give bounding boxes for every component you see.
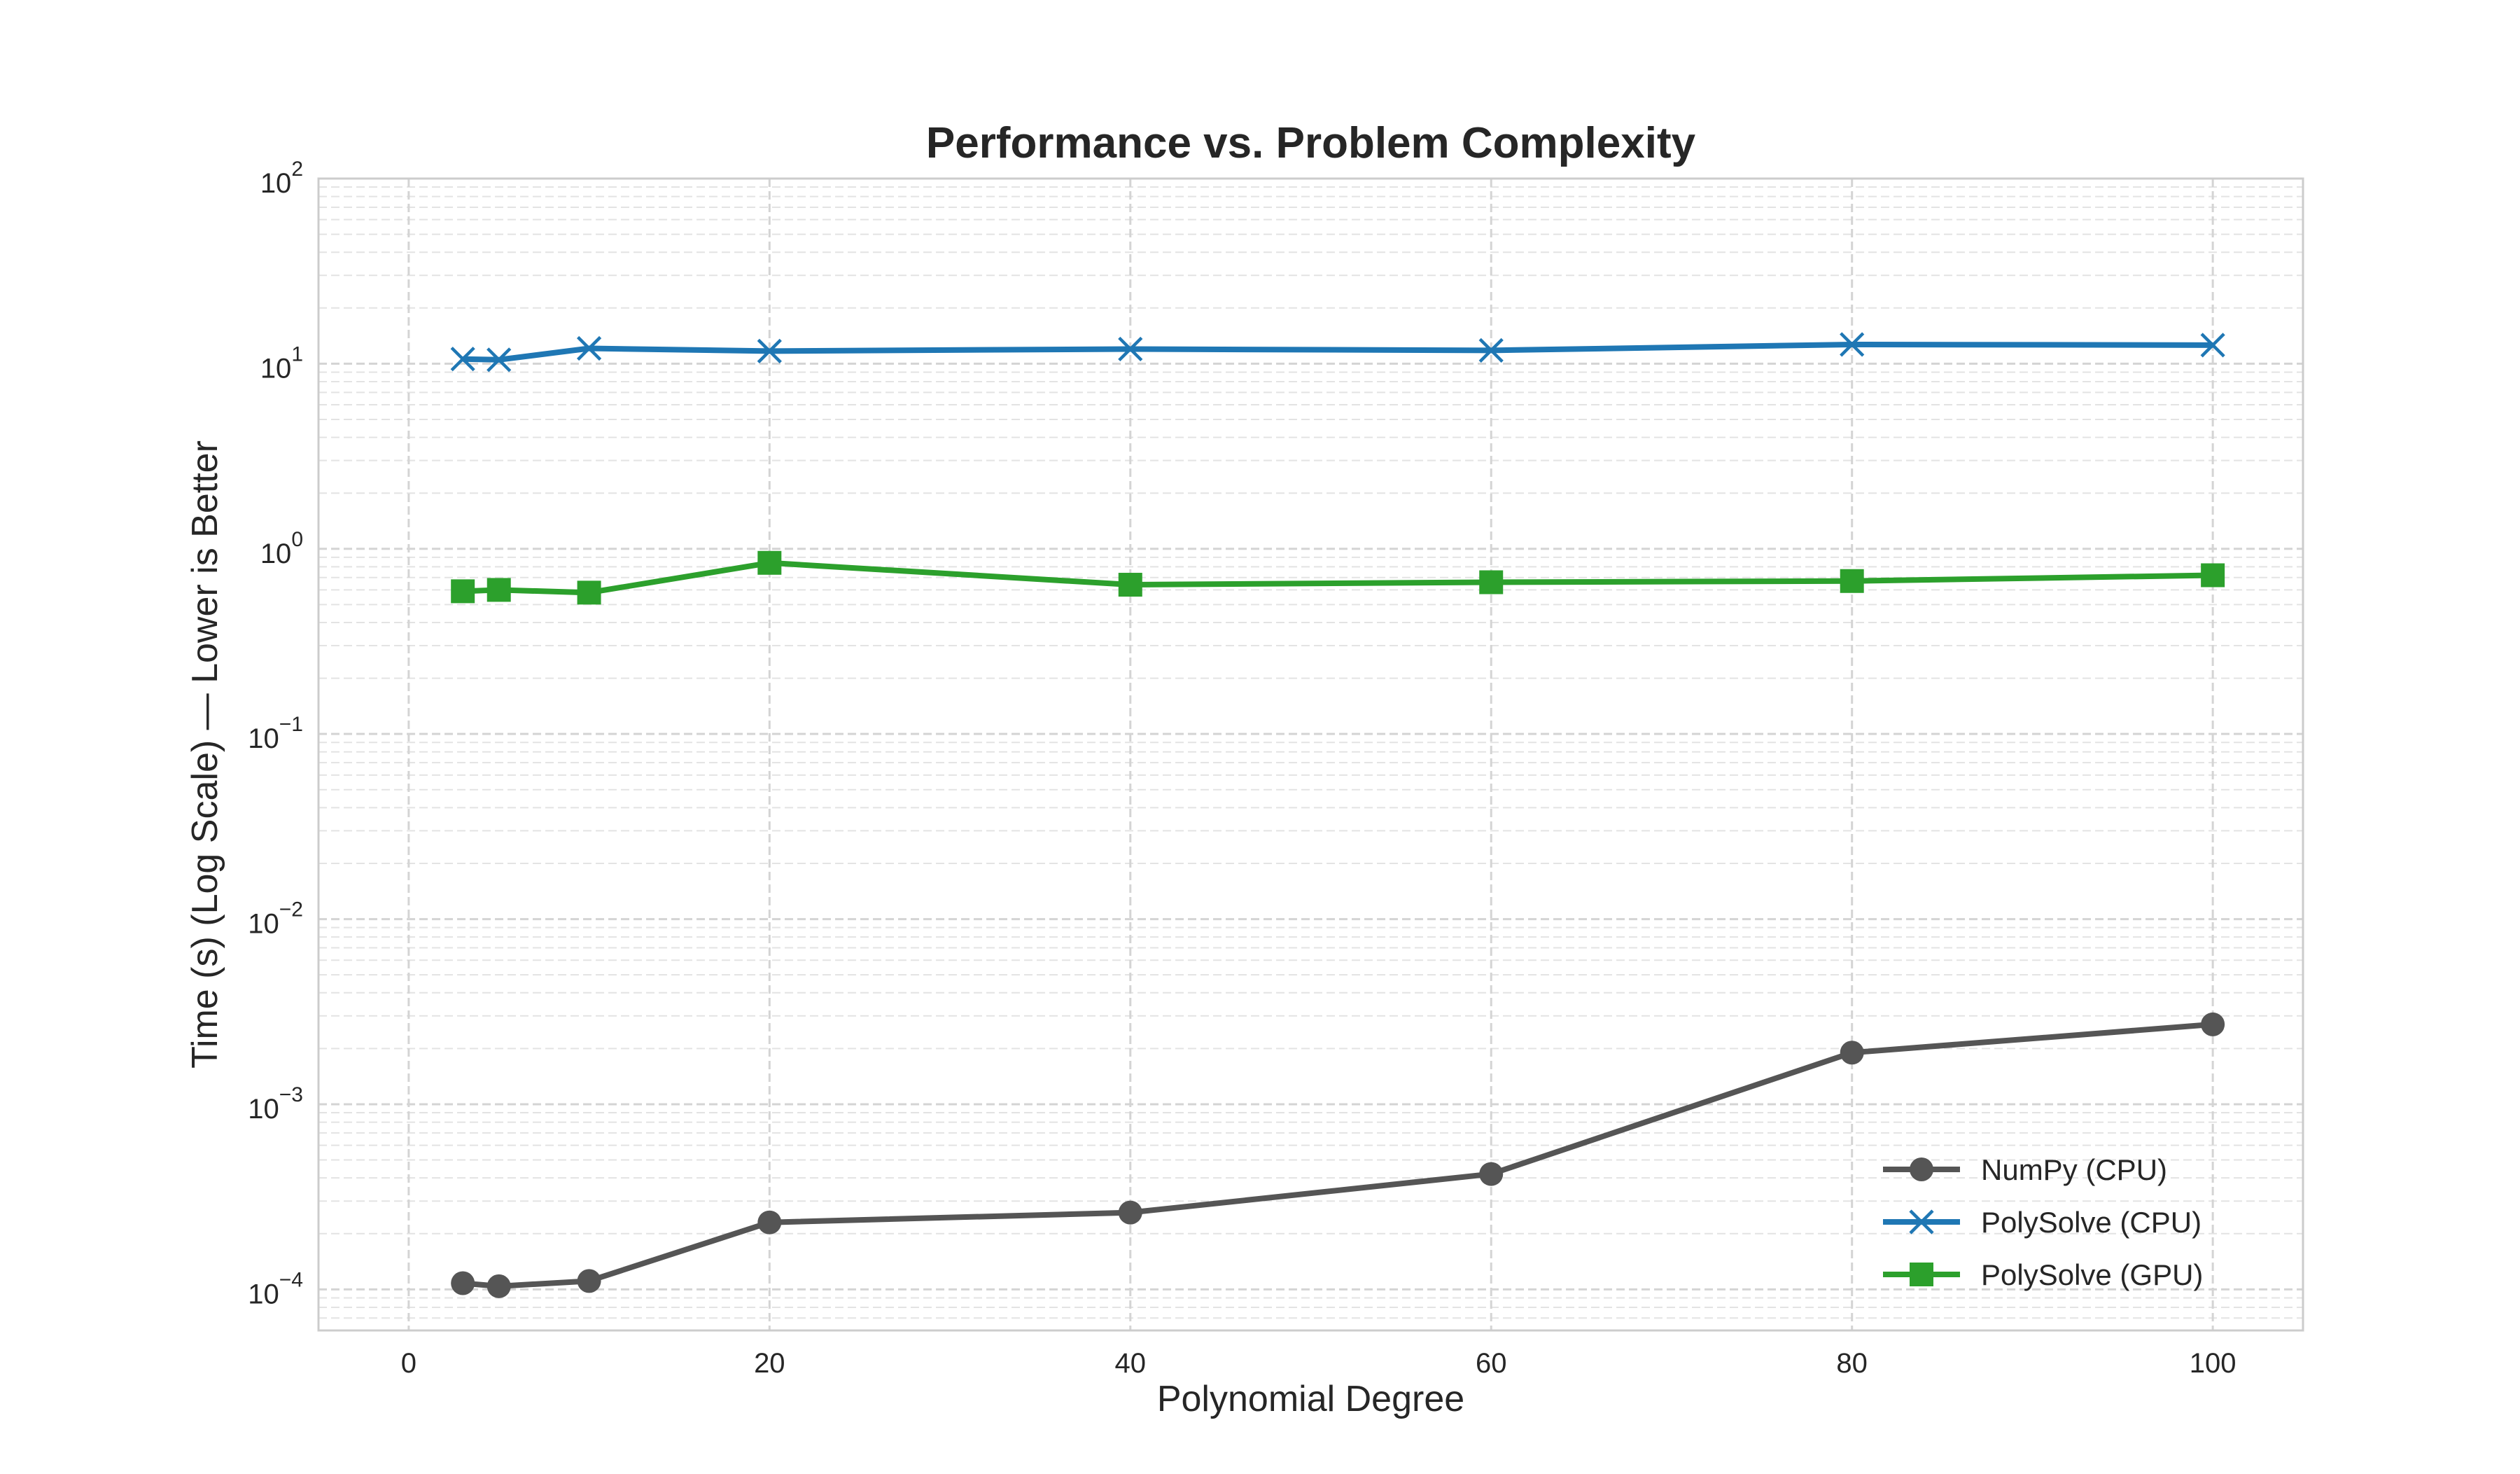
y-tick-label: 10−3 — [248, 1083, 303, 1125]
data-point — [1479, 1162, 1504, 1186]
x-tick-label: 60 — [1476, 1348, 1507, 1379]
data-point — [577, 1269, 601, 1293]
y-tick-exponent: 1 — [291, 342, 303, 366]
data-point — [577, 580, 601, 605]
series-polysolve-cpu — [450, 332, 2225, 373]
legend-label: PolySolve (GPU) — [1981, 1258, 2203, 1291]
legend-label: NumPy (CPU) — [1981, 1153, 2167, 1186]
legend-item: PolySolve (GPU) — [1883, 1258, 2203, 1291]
y-tick-base: 10 — [248, 723, 279, 754]
data-point — [2201, 563, 2225, 587]
x-axis-ticks: 0 20 40 60 80 100 — [401, 1348, 2236, 1379]
data-point — [757, 1210, 782, 1235]
y-tick-base: 10 — [248, 909, 279, 940]
data-point — [486, 347, 512, 373]
legend-item: NumPy (CPU) — [1883, 1153, 2167, 1186]
series — [450, 332, 2225, 1298]
legend-label: PolySolve (CPU) — [1981, 1206, 2202, 1239]
legend-swatch-marker — [1910, 1157, 1933, 1181]
legend: NumPy (CPU) PolySolve (CPU) PolySolve (GPU… — [1883, 1153, 2203, 1291]
legend-swatch-marker — [1909, 1209, 1934, 1235]
y-tick-label: 101 — [260, 342, 303, 384]
data-point — [576, 335, 602, 361]
y-tick-label: 10−2 — [248, 898, 303, 940]
data-point — [757, 550, 782, 575]
x-tick-label: 80 — [1836, 1348, 1868, 1379]
y-tick-base: 10 — [248, 1094, 279, 1125]
legend-item: PolySolve (CPU) — [1883, 1206, 2202, 1239]
y-tick-exponent: −4 — [279, 1268, 303, 1291]
data-point — [1840, 569, 1864, 593]
y-tick-exponent: 2 — [291, 158, 303, 181]
y-tick-exponent: −3 — [279, 1083, 303, 1106]
data-point — [1479, 570, 1504, 595]
legend-swatch-marker — [1910, 1263, 1933, 1286]
series-line — [463, 559, 2213, 596]
data-point — [450, 347, 475, 372]
data-point — [757, 338, 782, 363]
series-line — [463, 341, 2213, 363]
data-point — [1840, 332, 1865, 357]
x-tick-label: 40 — [1115, 1348, 1147, 1379]
data-point — [486, 578, 511, 602]
x-tick-label: 20 — [754, 1348, 785, 1379]
data-point — [2200, 333, 2225, 358]
y-tick-label: 102 — [260, 158, 303, 199]
data-point — [1478, 338, 1504, 363]
data-point — [451, 579, 475, 604]
x-axis-label: Polynomial Degree — [1157, 1379, 1464, 1419]
series-line — [462, 1021, 2213, 1289]
x-tick-label: 100 — [2190, 1348, 2236, 1379]
y-tick-base: 10 — [260, 538, 292, 569]
data-point — [1118, 573, 1142, 597]
x-tick-label: 0 — [401, 1348, 416, 1379]
y-tick-base: 10 — [248, 1279, 279, 1309]
data-point — [451, 1271, 475, 1295]
plot-frame — [317, 177, 2304, 1332]
data-point — [486, 1274, 511, 1298]
y-tick-base: 10 — [260, 353, 292, 384]
y-tick-exponent: −2 — [279, 898, 303, 922]
data-point — [1840, 1041, 1864, 1065]
y-tick-exponent: −1 — [279, 713, 303, 736]
chart-title: Performance vs. Problem Complexity — [926, 119, 1696, 167]
y-tick-exponent: 0 — [291, 528, 303, 551]
data-point — [2201, 1012, 2225, 1036]
y-axis-label: Time (s) (Log Scale) — Lower is Better — [185, 440, 225, 1069]
series-numpy-cpu — [451, 1012, 2225, 1298]
y-tick-base: 10 — [260, 168, 292, 199]
data-point — [1118, 336, 1143, 362]
data-point — [1118, 1200, 1142, 1225]
y-tick-label: 100 — [260, 528, 303, 569]
y-tick-label: 10−1 — [248, 713, 303, 754]
y-tick-label: 10−4 — [248, 1268, 303, 1309]
series-polysolve-gpu — [451, 550, 2225, 605]
